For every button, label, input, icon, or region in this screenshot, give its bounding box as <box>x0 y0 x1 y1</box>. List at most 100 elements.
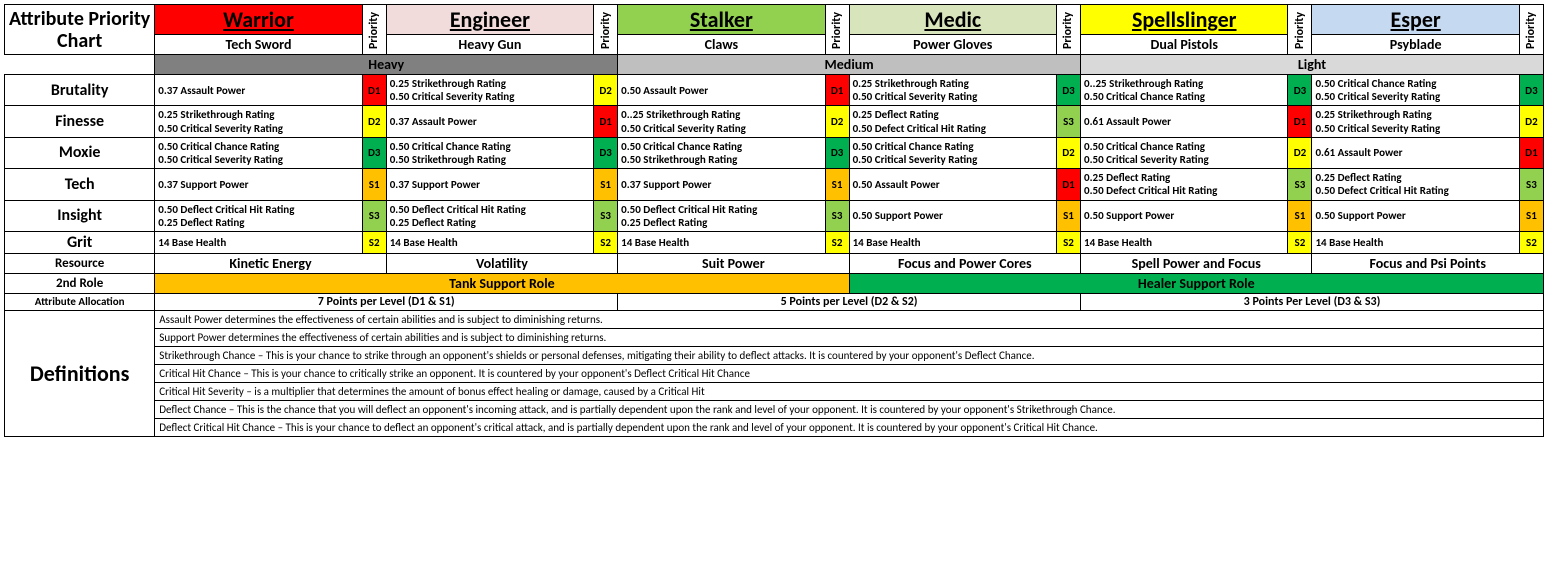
class-header-esper: Esper <box>1312 5 1519 35</box>
definition-row: Deflect Chance – This is the chance that… <box>155 400 1544 418</box>
priority-tag: D3 <box>1519 75 1543 106</box>
priority-tag: S3 <box>1056 106 1080 137</box>
priority-tag: D3 <box>594 137 618 168</box>
stat-cell: 0.50 Support Power <box>1081 200 1288 231</box>
stat-cell: 0.50 Critical Chance Rating0.50 Critical… <box>849 137 1056 168</box>
priority-tag: S2 <box>1056 231 1080 253</box>
stat-cell: 0.50 Deflect Critical Hit Rating0.25 Def… <box>386 200 593 231</box>
class-header-spellslinger: Spellslinger <box>1081 5 1288 35</box>
priority-tag: D3 <box>1288 75 1312 106</box>
priority-tag: D2 <box>825 106 849 137</box>
priority-tag: D1 <box>362 75 386 106</box>
attr-moxie: Moxie <box>5 137 155 168</box>
stat-cell: 0..25 Strikethrough Rating0.50 Critical … <box>618 106 825 137</box>
stat-cell: 0.37 Support Power <box>155 169 362 200</box>
definition-row: Assault Power determines the effectivene… <box>155 310 1544 328</box>
armor-heavy: Heavy <box>155 55 618 75</box>
stat-cell: 0.25 Strikethrough Rating0.50 Critical S… <box>849 75 1056 106</box>
priority-tag: S1 <box>1519 200 1543 231</box>
priority-tag: D3 <box>362 137 386 168</box>
class-header-warrior: Warrior <box>155 5 362 35</box>
stat-cell: 14 Base Health <box>618 231 825 253</box>
attr-brutality: Brutality <box>5 75 155 106</box>
priority-tag: D1 <box>594 106 618 137</box>
priority-header: Priority <box>1288 5 1312 55</box>
stat-cell: 0.25 Strikethrough Rating0.50 Critical S… <box>155 106 362 137</box>
stat-cell: 0.25 Strikethrough Rating0.50 Critical S… <box>1312 106 1519 137</box>
resource-1: Volatility <box>386 253 617 273</box>
definition-row: Deflect Critical Hit Chance – This is yo… <box>155 418 1544 436</box>
priority-header: Priority <box>1519 5 1543 55</box>
weapon-warrior: Tech Sword <box>155 35 362 55</box>
role-1: Healer Support Role <box>849 273 1543 293</box>
stat-cell: 0.37 Assault Power <box>386 106 593 137</box>
alloc-0: 7 Points per Level (D1 & S1) <box>155 293 618 310</box>
priority-tag: S2 <box>362 231 386 253</box>
priority-tag: S1 <box>362 169 386 200</box>
resource-4: Spell Power and Focus <box>1081 253 1312 273</box>
priority-header: Priority <box>1056 5 1080 55</box>
resource-2: Suit Power <box>618 253 849 273</box>
stat-cell: 0.37 Support Power <box>386 169 593 200</box>
attr-tech: Tech <box>5 169 155 200</box>
stat-cell: 14 Base Health <box>1312 231 1519 253</box>
stat-cell: 0.50 Critical Chance Rating0.50 Critical… <box>1081 137 1288 168</box>
priority-tag: D3 <box>825 137 849 168</box>
priority-tag: S3 <box>594 200 618 231</box>
alloc-1: 5 Points per Level (D2 & S2) <box>618 293 1081 310</box>
stat-cell: 0.50 Support Power <box>1312 200 1519 231</box>
priority-tag: D1 <box>825 75 849 106</box>
weapon-spellslinger: Dual Pistols <box>1081 35 1288 55</box>
priority-tag: S2 <box>594 231 618 253</box>
stat-cell: 0.50 Critical Chance Rating0.50 Striketh… <box>618 137 825 168</box>
priority-tag: S1 <box>1056 200 1080 231</box>
class-header-stalker: Stalker <box>618 5 825 35</box>
stat-cell: 0.50 Critical Chance Rating0.50 Critical… <box>1312 75 1519 106</box>
resource-3: Focus and Power Cores <box>849 253 1080 273</box>
priority-tag: D2 <box>362 106 386 137</box>
attribute-priority-chart: Attribute Priority ChartWarriorPriorityE… <box>4 4 1544 437</box>
armor-light: Light <box>1081 55 1544 75</box>
resource-label: Resource <box>5 253 155 273</box>
priority-tag: S1 <box>594 169 618 200</box>
definition-row: Strikethrough Chance – This is your chan… <box>155 346 1544 364</box>
attr-insight: Insight <box>5 200 155 231</box>
role-0: Tank Support Role <box>155 273 849 293</box>
stat-cell: 0..25 Strikethrough Rating0.50 Critical … <box>1081 75 1288 106</box>
definitions-label: Definitions <box>5 310 155 436</box>
priority-tag: S3 <box>1288 169 1312 200</box>
stat-cell: 14 Base Health <box>849 231 1056 253</box>
stat-cell: 0.25 Deflect Rating0.50 Defect Critical … <box>849 106 1056 137</box>
stat-cell: 0.25 Deflect Rating0.50 Defect Critical … <box>1312 169 1519 200</box>
priority-tag: D2 <box>1288 137 1312 168</box>
stat-cell: 0.50 Assault Power <box>618 75 825 106</box>
stat-cell: 0.50 Critical Chance Rating0.50 Striketh… <box>386 137 593 168</box>
priority-tag: S2 <box>825 231 849 253</box>
priority-header: Priority <box>594 5 618 55</box>
alloc-label: Attribute Allocation <box>5 293 155 310</box>
weapon-esper: Psyblade <box>1312 35 1519 55</box>
priority-tag: S1 <box>1288 200 1312 231</box>
stat-cell: 0.50 Critical Chance Rating0.50 Critical… <box>155 137 362 168</box>
priority-tag: S3 <box>362 200 386 231</box>
priority-tag: S3 <box>1519 169 1543 200</box>
stat-cell: 0.37 Support Power <box>618 169 825 200</box>
stat-cell: 0.50 Deflect Critical Hit Rating0.25 Def… <box>618 200 825 231</box>
stat-cell: 0.61 Assault Power <box>1081 106 1288 137</box>
stat-cell: 0.50 Assault Power <box>849 169 1056 200</box>
priority-header: Priority <box>362 5 386 55</box>
priority-tag: S2 <box>1519 231 1543 253</box>
role-label: 2nd Role <box>5 273 155 293</box>
resource-0: Kinetic Energy <box>155 253 386 273</box>
class-header-medic: Medic <box>849 5 1056 35</box>
attr-finesse: Finesse <box>5 106 155 137</box>
priority-tag: D1 <box>1519 137 1543 168</box>
weapon-stalker: Claws <box>618 35 825 55</box>
stat-cell: 14 Base Health <box>1081 231 1288 253</box>
stat-cell: 0.50 Deflect Critical Hit Rating0.25 Def… <box>155 200 362 231</box>
weapon-medic: Power Gloves <box>849 35 1056 55</box>
priority-tag: D3 <box>1056 75 1080 106</box>
stat-cell: 0.61 Assault Power <box>1312 137 1519 168</box>
armor-medium: Medium <box>618 55 1081 75</box>
stat-cell: 0.50 Support Power <box>849 200 1056 231</box>
